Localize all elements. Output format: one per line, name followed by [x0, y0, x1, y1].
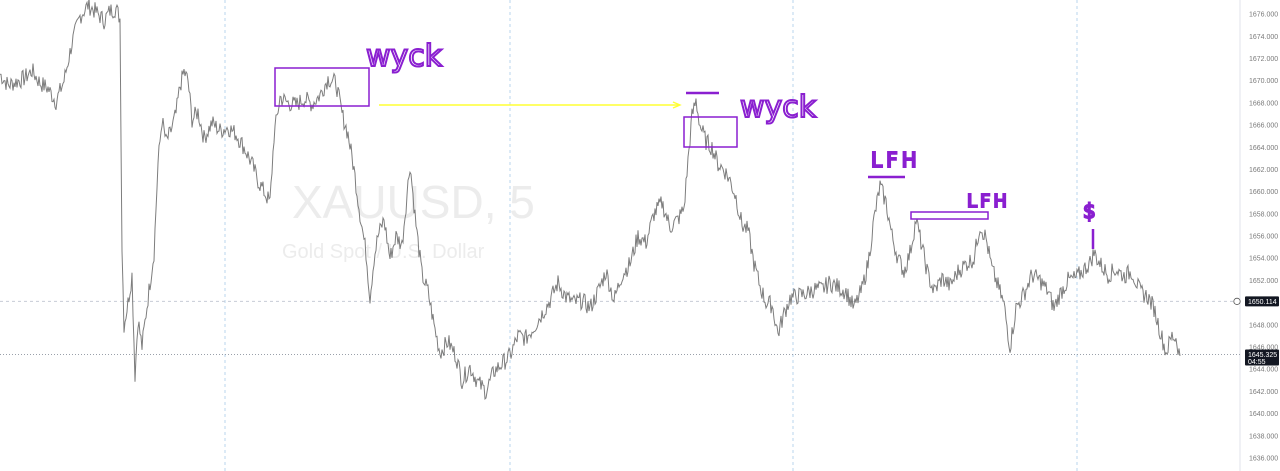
y-tick-label: 1652.000 — [1249, 278, 1278, 285]
y-tick-label: 1664.000 — [1249, 145, 1278, 152]
wyckoff-box-2[interactable] — [683, 116, 738, 148]
price-tag — [1245, 349, 1279, 366]
y-tick-label: 1646.000 — [1249, 345, 1278, 352]
y-tick-label: 1668.000 — [1249, 100, 1278, 107]
y-tick-label: 1640.000 — [1249, 411, 1278, 418]
y-tick-label: 1648.000 — [1249, 322, 1278, 329]
y-tick-label: 1642.000 — [1249, 389, 1278, 396]
y-tick-label: 1672.000 — [1249, 56, 1278, 63]
price-series — [0, 0, 1181, 400]
vertical-grid — [224, 0, 1078, 471]
lfh-box-2[interactable] — [910, 211, 989, 220]
annotation-wyck-2: wyck — [740, 90, 817, 125]
price-axis[interactable]: 1676.000 1674.000 1672.000 1670.000 1668.000… — [1249, 12, 1278, 463]
y-tick-label: 1660.000 — [1249, 189, 1278, 196]
add-alert-icon[interactable] — [1233, 297, 1241, 305]
price-tag-countdown: 04:55 — [1248, 359, 1266, 366]
y-tick-label: 1656.000 — [1249, 234, 1278, 241]
y-tick-label: 1666.000 — [1249, 123, 1278, 130]
wyckoff-box-1[interactable] — [274, 67, 370, 107]
y-tick-label: 1676.000 — [1249, 12, 1278, 19]
annotation-wyck-1: wyck — [366, 39, 443, 74]
arrow-head — [672, 101, 682, 109]
y-tick-label: 1638.000 — [1249, 433, 1278, 440]
y-tick-label: 1670.000 — [1249, 78, 1278, 85]
y-tick-label: 1674.000 — [1249, 34, 1278, 41]
y-tick-label: 1644.000 — [1249, 367, 1278, 374]
annotation-dollar: $ — [1083, 199, 1096, 223]
annotation-lfh-2: LFH — [967, 191, 1010, 212]
y-tick-label: 1658.000 — [1249, 211, 1278, 218]
y-tick-label: 1636.000 — [1249, 456, 1278, 463]
y-tick-label: 1654.000 — [1249, 256, 1278, 263]
price-tag-label: 1650.114 — [1248, 299, 1277, 306]
annotations: wyck wyck LFH LFH $ — [274, 38, 1097, 249]
watermark-description: Gold Spot / U.S. Dollar — [282, 241, 485, 263]
y-tick-label: 1662.000 — [1249, 167, 1278, 174]
annotation-lfh-1: LFH — [871, 148, 921, 172]
price-line-series — [0, 0, 1181, 400]
price-tag — [1245, 296, 1279, 307]
price-lines — [0, 300, 1240, 356]
price-tag-label: 1645.325 — [1248, 352, 1277, 359]
